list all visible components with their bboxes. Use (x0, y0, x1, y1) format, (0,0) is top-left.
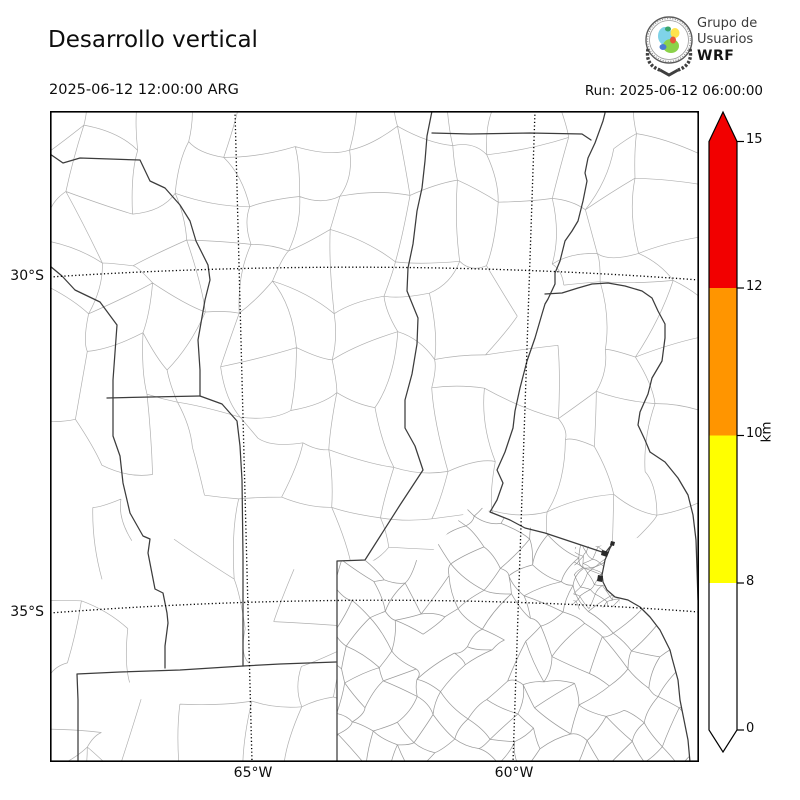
province-boundaries (50, 111, 699, 762)
wrf-logo-emblem (645, 16, 693, 77)
parana-river (489, 112, 614, 554)
logo-line-1: Grupo de (697, 16, 758, 31)
page-title: Desarrollo vertical (48, 27, 258, 53)
valid-time-label: 2025-06-12 12:00:00 ARG (49, 82, 239, 98)
gridline-65w (234, 111, 253, 762)
gridline-30s (50, 266, 699, 281)
colorbar-unit-label: km (758, 421, 775, 443)
colorbar-seg-0-8 (709, 583, 737, 730)
colorbar (708, 110, 744, 754)
colorbar-tick-10: 10 (746, 426, 763, 441)
wrf-logo: Grupo de Usuarios WRF (640, 9, 800, 79)
colorbar-tick-8: 8 (746, 574, 755, 589)
colorbar-over-arrow (709, 112, 737, 142)
map-canvas (50, 111, 699, 762)
colorbar-tick-12: 12 (746, 279, 763, 294)
run-time-label: Run: 2025-06-12 06:00:00 (584, 83, 763, 99)
lon-tick-60w: 60°W (494, 765, 534, 781)
graticule (50, 111, 699, 762)
colorbar-seg-10-12 (709, 288, 737, 436)
lat-tick-35s: 35°S (10, 604, 44, 620)
logo-line-2: Usuarios (697, 31, 754, 47)
lat-tick-30s: 30°S (10, 268, 44, 284)
water-region (602, 515, 699, 762)
colorbar-ticks (737, 140, 744, 731)
logo-line-3: WRF (697, 47, 735, 64)
map-frame (50, 111, 699, 762)
gridline-60w (512, 111, 536, 762)
colorbar-seg-12-15 (709, 141, 737, 288)
wrf-logo-text: Grupo de Usuarios WRF (697, 16, 757, 65)
colorbar-tick-15: 15 (746, 132, 763, 147)
gridline-35s (50, 599, 699, 614)
colorbar-tick-0: 0 (746, 721, 755, 736)
city-marks (597, 541, 615, 582)
uruguay-bank (649, 451, 699, 601)
lon-tick-65w: 65°W (233, 765, 273, 781)
atlantic-coastline (601, 542, 691, 762)
colorbar-seg-8-10 (709, 435, 737, 583)
colorbar-under-arrow (709, 730, 737, 752)
